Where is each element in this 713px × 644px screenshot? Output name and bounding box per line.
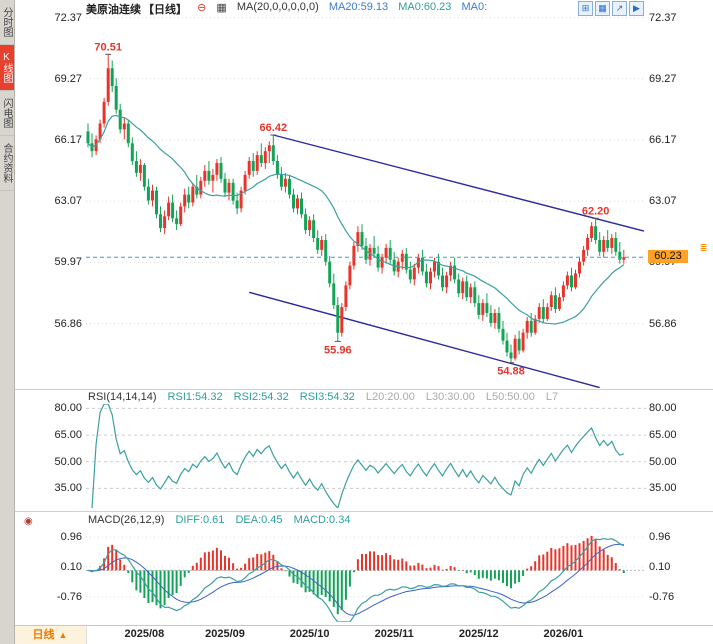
ma0-value: MA0:60.23 [398, 1, 452, 13]
layout-grid-icon[interactable]: ⊞ [578, 1, 593, 16]
current-price-badge: 60.23 [648, 250, 688, 264]
axis-tick-label: 0.96 [649, 530, 671, 543]
ma-icon: ▦ [216, 2, 227, 14]
rsi3-value: RSI3:54.32 [299, 391, 355, 403]
sidebar-item-contract-info[interactable]: 合约资料 [0, 136, 14, 191]
x-axis-month-label: 2025/08 [124, 628, 165, 640]
axis-tick-label: 63.07 [54, 195, 82, 208]
rsi-header: RSI(14,14,14) RSI1:54.32 RSI2:54.32 RSI3… [88, 391, 566, 403]
axis-tick-label: -0.76 [56, 590, 82, 603]
axis-tick-label: 35.00 [649, 482, 677, 495]
layout-split-icon[interactable]: ▦ [595, 1, 610, 16]
axis-tick-label: 72.37 [649, 11, 677, 24]
rsi1-value: RSI1:54.32 [167, 391, 223, 403]
rsi-l50: L50:50.00 [485, 391, 535, 403]
svg-text:70.51: 70.51 [94, 41, 122, 53]
price-marker-icon[interactable]: ≣ [699, 243, 708, 253]
axis-tick-label: 0.10 [60, 560, 82, 573]
panel-separator [14, 511, 713, 512]
toolbar: ⊞ ▦ ↗ ▶ [578, 1, 644, 16]
next-page-icon[interactable]: ▶ [629, 1, 644, 16]
rsi-chart[interactable] [86, 404, 646, 508]
time-axis: 日线 ▲ 2025/08 2025/09 2025/10 2025/11 2025/12 2… [14, 625, 713, 644]
axis-tick-label: 0.96 [60, 530, 82, 543]
target-icon[interactable]: ◉ [24, 516, 33, 527]
axis-tick-label: 80.00 [649, 402, 677, 415]
axis-tick-label: 65.00 [649, 429, 677, 442]
axis-tick-label: 50.00 [54, 455, 82, 468]
ma20-value: MA20:59.13 [328, 1, 389, 13]
macd-value: MACD:0.34 [293, 514, 351, 526]
axis-tick-label: 35.00 [54, 482, 82, 495]
macd-params: MACD(26,12,9) [88, 514, 165, 526]
rsi-l20: L20:20.00 [365, 391, 415, 403]
period-label: 【日线】 [143, 4, 187, 16]
left-price-axis: 72.37 69.27 66.17 63.07 59.97 56.86 80.00 65.00… [14, 0, 82, 644]
axis-tick-label: -0.76 [649, 590, 675, 603]
svg-text:54.88: 54.88 [497, 366, 525, 378]
axis-tick-label: 56.86 [54, 317, 82, 330]
chart-header: 美原油连续 【日线】 ⊖ ▦ MA(20,0,0,0,0,0) MA20:59.1… [86, 1, 494, 16]
axis-tick-label: 69.27 [649, 72, 677, 85]
period-up-arrow-icon: ▲ [58, 630, 68, 640]
axis-tick-label: 63.07 [649, 195, 677, 208]
axis-tick-label: 56.86 [649, 317, 677, 330]
macd-diff-value: DIFF:0.61 [175, 514, 225, 526]
sidebar-item-kline-chart[interactable]: K线图 [0, 45, 14, 91]
rsi-params: RSI(14,14,14) [88, 391, 157, 403]
chart-mode-icon[interactable]: ↗ [612, 1, 627, 16]
indicator-settings-icon[interactable]: ⊖ [197, 2, 207, 14]
macd-dea-value: DEA:0.45 [235, 514, 283, 526]
x-axis-month-label: 2025/12 [458, 628, 499, 640]
axis-tick-label: 66.17 [54, 133, 82, 146]
ma-formula: MA(20,0,0,0,0,0) [236, 1, 319, 13]
axis-tick-label: 0.10 [649, 560, 671, 573]
axis-tick-label: 65.00 [54, 429, 82, 442]
sidebar-item-time-chart[interactable]: 分时图 [0, 0, 14, 45]
axis-tick-label: 59.97 [54, 256, 82, 269]
svg-text:66.42: 66.42 [260, 122, 288, 134]
axis-tick-label: 50.00 [649, 455, 677, 468]
macd-chart[interactable] [86, 530, 646, 622]
macd-header: MACD(26,12,9) DIFF:0.61 DEA:0.45 MACD:0.… [88, 514, 358, 526]
ma0b-value: MA0: [461, 1, 488, 13]
x-axis-month-label: 2026/01 [543, 628, 584, 640]
x-axis-month-label: 2025/11 [374, 628, 414, 640]
right-price-axis: 72.3769.2766.1763.0759.9756.8680.0065.00… [649, 0, 711, 644]
x-axis-month-label: 2025/10 [289, 628, 330, 640]
rsi-l30: L30:30.00 [425, 391, 475, 403]
rsi-l7: L7 [545, 391, 559, 403]
sidebar: 分时图 K线图 闪电图 合约资料 [0, 0, 15, 644]
axis-tick-label: 69.27 [54, 72, 82, 85]
x-axis-month-label: 2025/09 [205, 628, 245, 640]
page-title: 美原油连续 [86, 4, 141, 16]
rsi2-value: RSI2:54.32 [233, 391, 289, 403]
svg-text:62.20: 62.20 [582, 205, 610, 217]
main-candlestick-chart[interactable]: 70.51 66.42 62.20 55.96 54.88 [86, 15, 646, 388]
axis-tick-label: 72.37 [54, 11, 82, 24]
panel-separator [14, 389, 713, 390]
axis-tick-label: 66.17 [649, 133, 677, 146]
period-selector[interactable]: 日线 ▲ [14, 626, 87, 644]
axis-tick-label: 80.00 [54, 402, 82, 415]
period-selector-label: 日线 [32, 629, 55, 641]
sidebar-item-flash-chart[interactable]: 闪电图 [0, 91, 14, 136]
svg-text:55.96: 55.96 [324, 344, 352, 356]
